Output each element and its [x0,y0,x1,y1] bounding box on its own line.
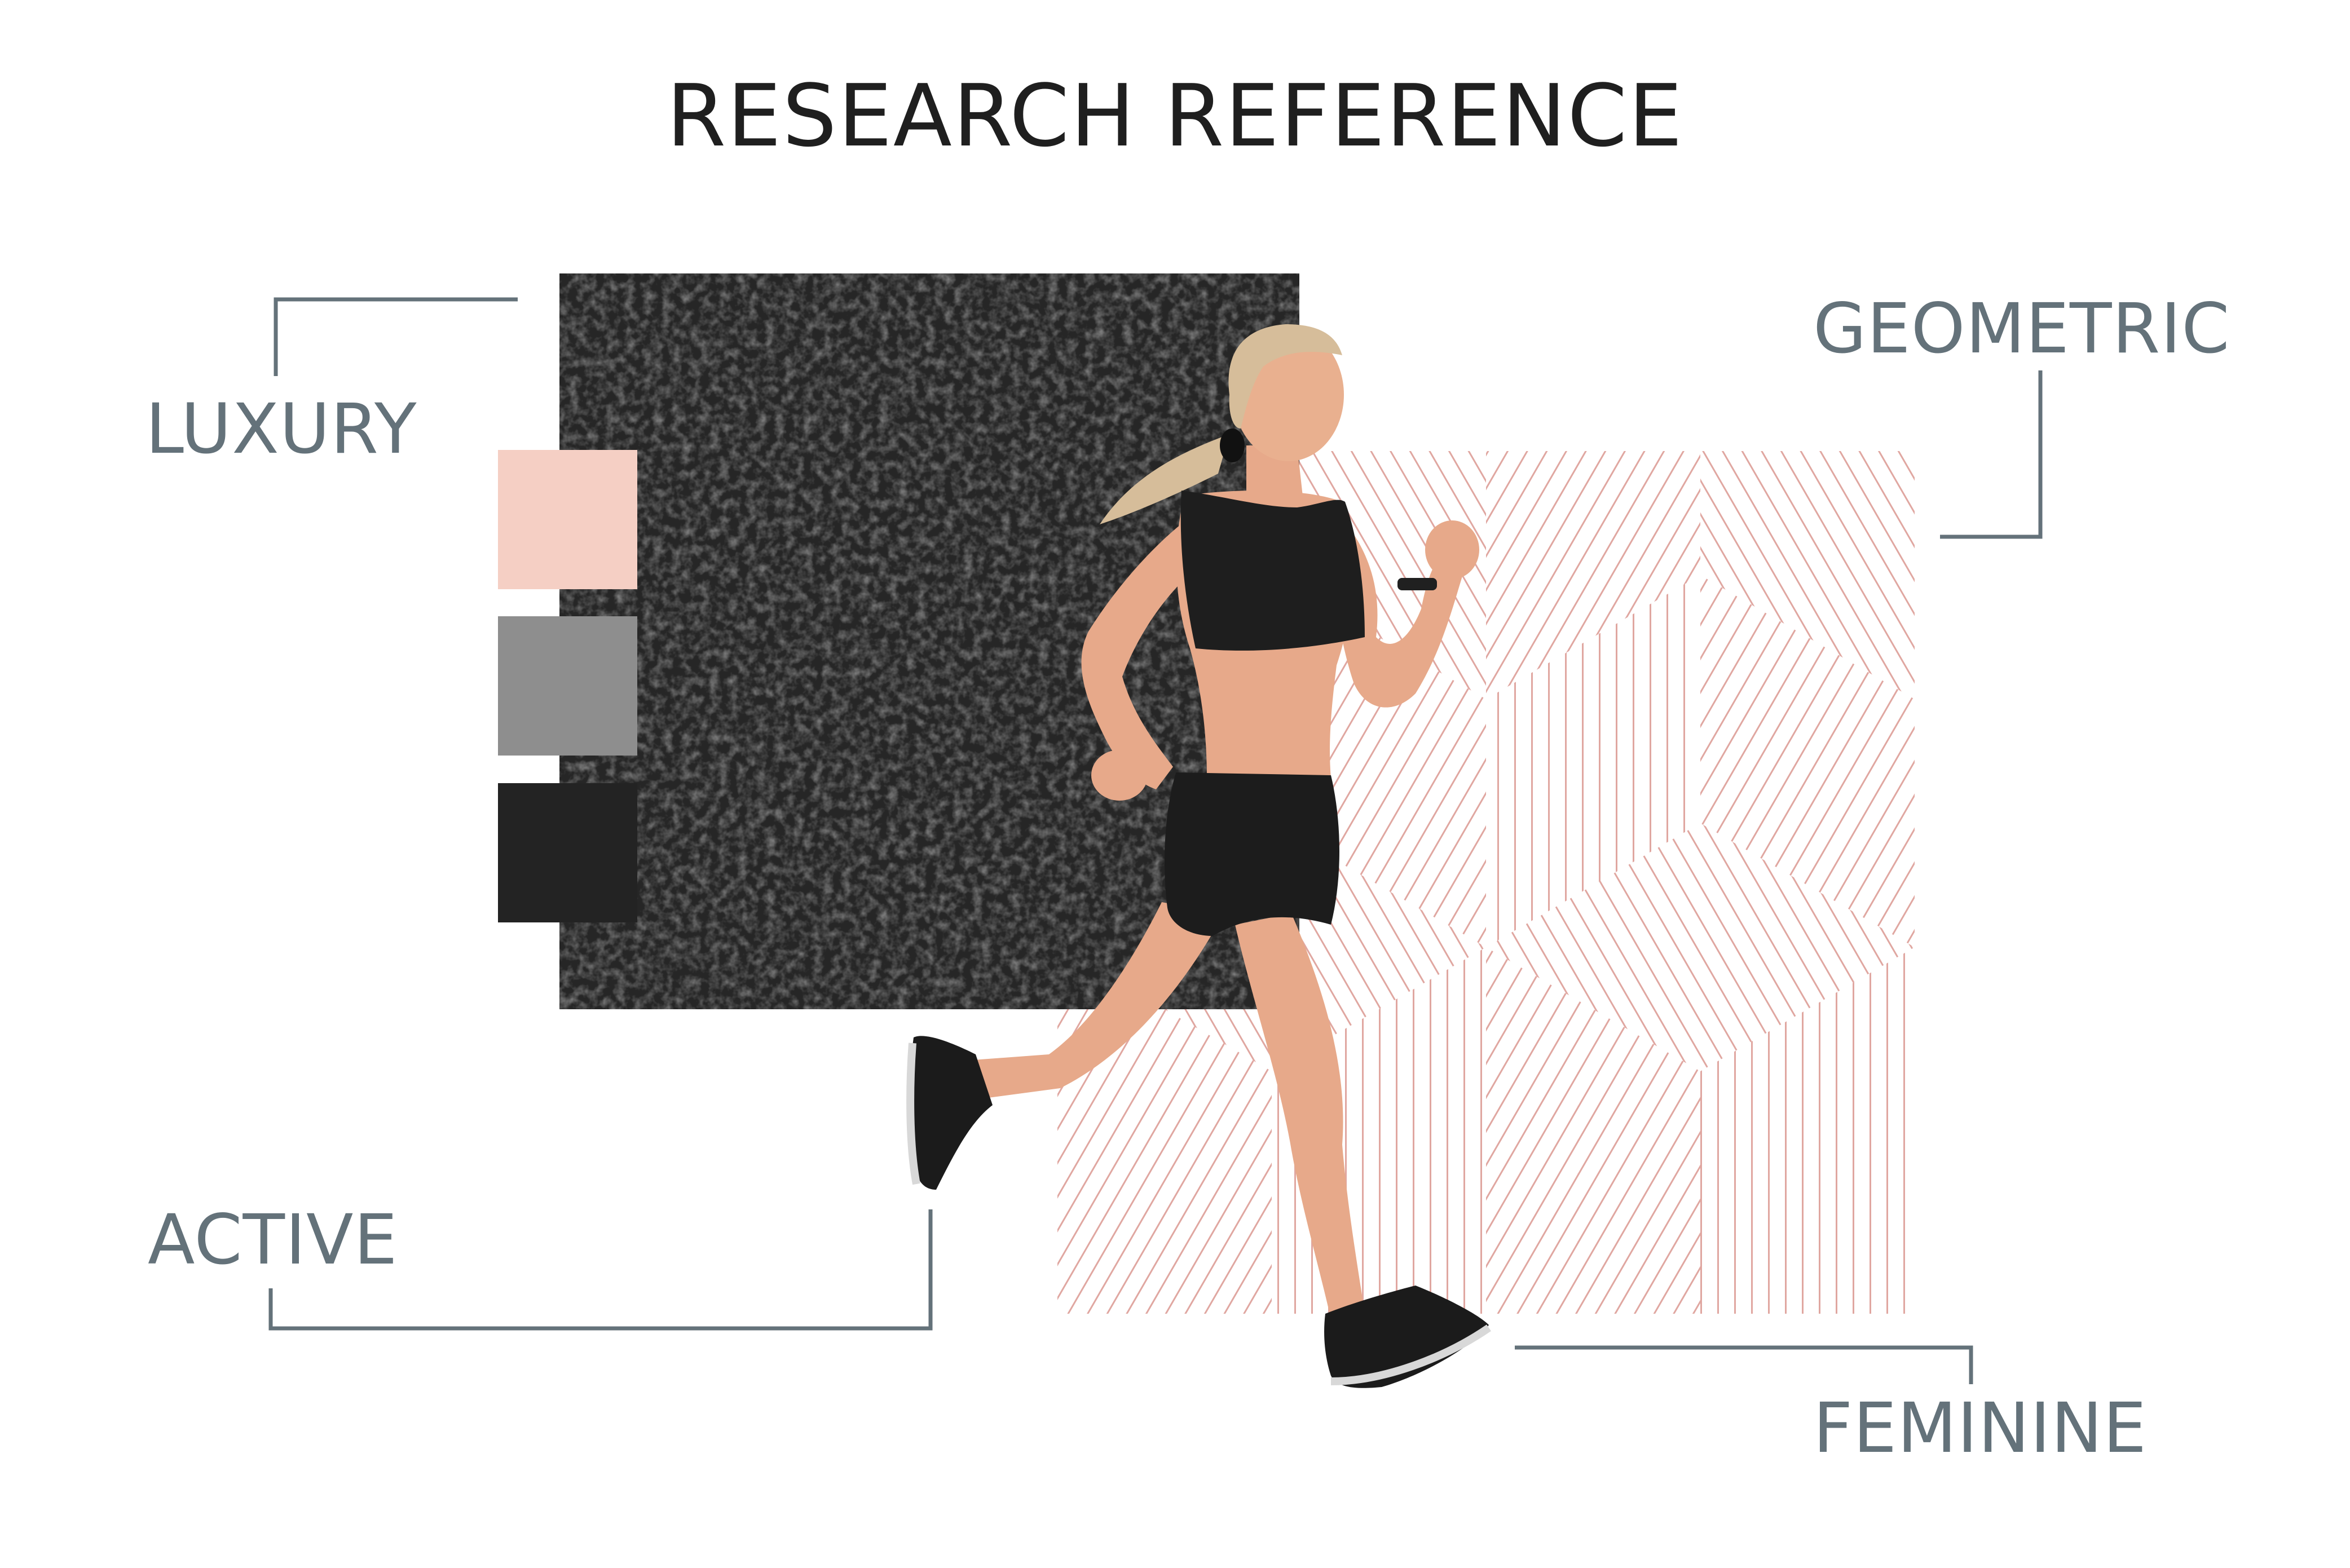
swatch-blush [498,450,637,589]
label-luxury: LUXURY [146,389,417,469]
page-title: RESEARCH REFERENCE [666,66,1684,166]
label-active: ACTIVE [148,1200,398,1280]
swatch-grey [498,616,637,756]
swatch-charcoal [498,783,637,922]
label-feminine: FEMININE [1813,1388,2148,1468]
label-geometric: GEOMETRIC [1813,289,2230,369]
